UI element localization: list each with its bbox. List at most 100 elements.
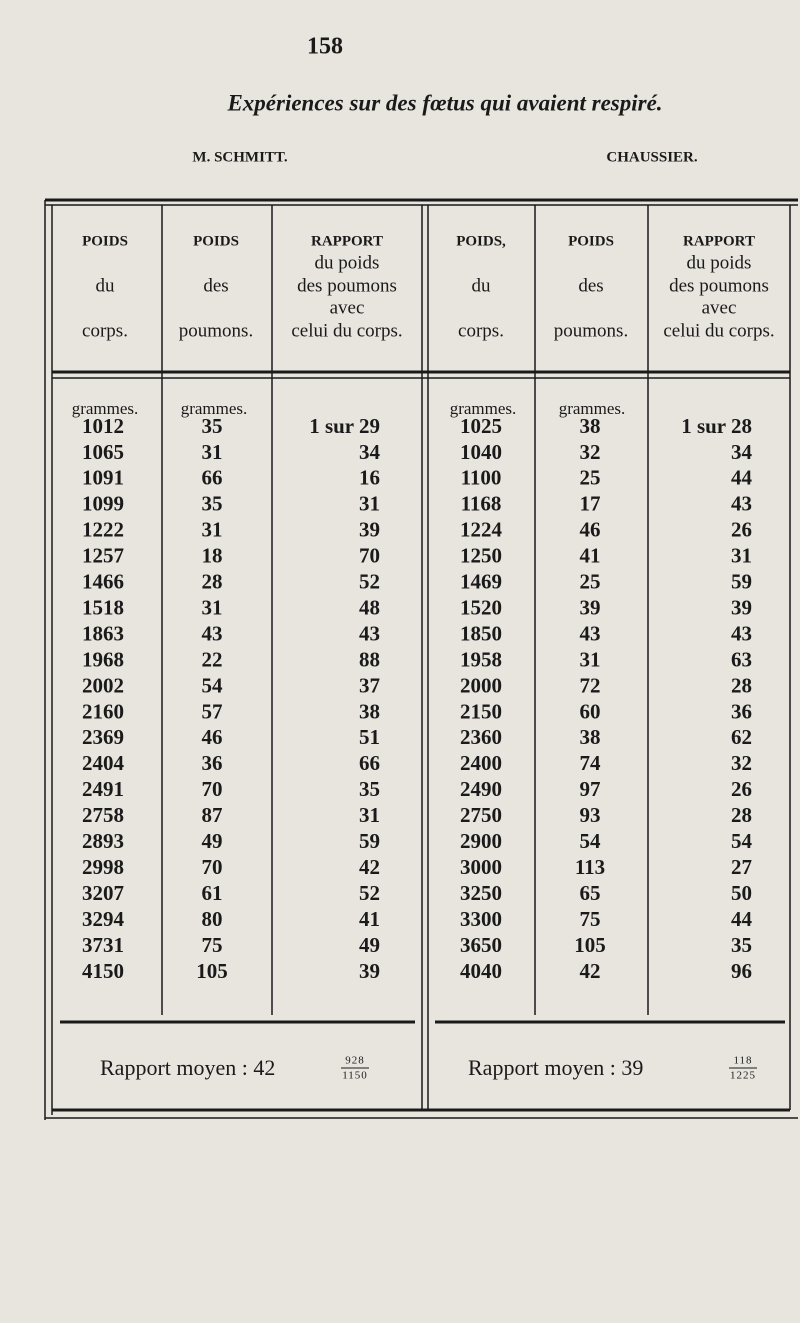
cell: 66 bbox=[359, 751, 380, 775]
mean-label: Rapport moyen : 39 bbox=[468, 1055, 643, 1080]
column-header: poumons. bbox=[179, 320, 253, 341]
cell: 1863 bbox=[82, 621, 124, 645]
column-header: des bbox=[203, 275, 228, 296]
cell: 3300 bbox=[460, 907, 502, 931]
title: Expériences sur des fœtus qui avaient re… bbox=[226, 90, 662, 115]
cell: 27 bbox=[731, 855, 752, 879]
cell: 42 bbox=[359, 855, 380, 879]
cell: 52 bbox=[359, 881, 380, 905]
column-header: RAPPORT bbox=[683, 233, 755, 249]
cell: 31 bbox=[731, 544, 752, 568]
column-header: des poumons bbox=[669, 275, 769, 296]
cell: 2000 bbox=[460, 673, 502, 697]
cell: 1025 bbox=[460, 414, 502, 438]
cell: 3650 bbox=[460, 933, 502, 957]
cell: 80 bbox=[202, 907, 223, 931]
mean-numerator: 928 bbox=[345, 1055, 365, 1067]
column-header: poumons. bbox=[554, 320, 628, 341]
cell: 35 bbox=[359, 777, 380, 801]
cell: 2404 bbox=[82, 751, 125, 775]
cell: 35 bbox=[731, 933, 752, 957]
cell: 54 bbox=[731, 829, 753, 853]
cell: 43 bbox=[580, 621, 601, 645]
unit-label: grammes. bbox=[72, 399, 139, 418]
cell: 1469 bbox=[460, 570, 502, 594]
cell: 48 bbox=[359, 595, 380, 619]
cell: 2491 bbox=[82, 777, 124, 801]
cell: 31 bbox=[359, 492, 380, 516]
cell: 37 bbox=[359, 673, 380, 697]
cell: 34 bbox=[359, 440, 381, 464]
cell: 38 bbox=[580, 725, 601, 749]
cell: 1222 bbox=[82, 518, 124, 542]
group-name: CHAUSSIER. bbox=[606, 149, 698, 165]
cell: 39 bbox=[580, 595, 601, 619]
cell: 1 sur 28 bbox=[681, 414, 752, 438]
cell: 52 bbox=[359, 570, 380, 594]
cell: 70 bbox=[202, 855, 223, 879]
cell: 75 bbox=[202, 933, 223, 957]
cell: 2900 bbox=[460, 829, 502, 853]
cell: 97 bbox=[580, 777, 601, 801]
cell: 35 bbox=[202, 492, 223, 516]
column-header: POIDS bbox=[193, 233, 239, 249]
cell: 31 bbox=[580, 647, 601, 671]
cell: 1040 bbox=[460, 440, 502, 464]
group-name: M. SCHMITT. bbox=[192, 149, 287, 165]
cell: 59 bbox=[731, 570, 752, 594]
cell: 113 bbox=[575, 855, 605, 879]
cell: 4040 bbox=[460, 959, 502, 983]
cell: 50 bbox=[731, 881, 752, 905]
cell: 70 bbox=[202, 777, 223, 801]
cell: 1100 bbox=[461, 466, 502, 490]
column-header: POIDS bbox=[568, 233, 614, 249]
cell: 1012 bbox=[82, 414, 124, 438]
cell: 3294 bbox=[82, 907, 125, 931]
page-number: 158 bbox=[307, 34, 343, 60]
cell: 51 bbox=[359, 725, 380, 749]
cell: 35 bbox=[202, 414, 223, 438]
cell: 57 bbox=[202, 699, 223, 723]
cell: 41 bbox=[580, 544, 601, 568]
cell: 36 bbox=[202, 751, 223, 775]
cell: 96 bbox=[731, 959, 752, 983]
cell: 2998 bbox=[82, 855, 124, 879]
cell: 74 bbox=[580, 751, 602, 775]
column-header: corps. bbox=[458, 320, 504, 341]
cell: 22 bbox=[202, 647, 223, 671]
unit-label: grammes. bbox=[450, 399, 517, 418]
cell: 49 bbox=[359, 933, 380, 957]
cell: 66 bbox=[202, 466, 223, 490]
cell: 2750 bbox=[460, 803, 502, 827]
cell: 2150 bbox=[460, 699, 502, 723]
cell: 1224 bbox=[460, 518, 503, 542]
cell: 25 bbox=[580, 466, 601, 490]
cell: 1099 bbox=[82, 492, 124, 516]
cell: 39 bbox=[359, 518, 380, 542]
cell: 44 bbox=[731, 466, 753, 490]
cell: 54 bbox=[202, 673, 224, 697]
cell: 65 bbox=[580, 881, 601, 905]
cell: 1168 bbox=[461, 492, 502, 516]
cell: 2490 bbox=[460, 777, 502, 801]
cell: 28 bbox=[731, 673, 752, 697]
cell: 3207 bbox=[82, 881, 124, 905]
cell: 2400 bbox=[460, 751, 502, 775]
cell: 16 bbox=[359, 466, 380, 490]
column-header: celui du corps. bbox=[291, 320, 402, 341]
cell: 43 bbox=[731, 621, 752, 645]
cell: 1257 bbox=[82, 544, 124, 568]
cell: 46 bbox=[202, 725, 223, 749]
column-header: du bbox=[472, 275, 492, 296]
cell: 3000 bbox=[460, 855, 502, 879]
cell: 49 bbox=[202, 829, 223, 853]
cell: 26 bbox=[731, 777, 752, 801]
column-header: du bbox=[96, 275, 116, 296]
cell: 1518 bbox=[82, 595, 124, 619]
cell: 1466 bbox=[82, 570, 124, 594]
cell: 38 bbox=[580, 414, 601, 438]
cell: 2758 bbox=[82, 803, 124, 827]
cell: 31 bbox=[202, 595, 223, 619]
cell: 43 bbox=[202, 621, 223, 645]
cell: 1 sur 29 bbox=[309, 414, 380, 438]
